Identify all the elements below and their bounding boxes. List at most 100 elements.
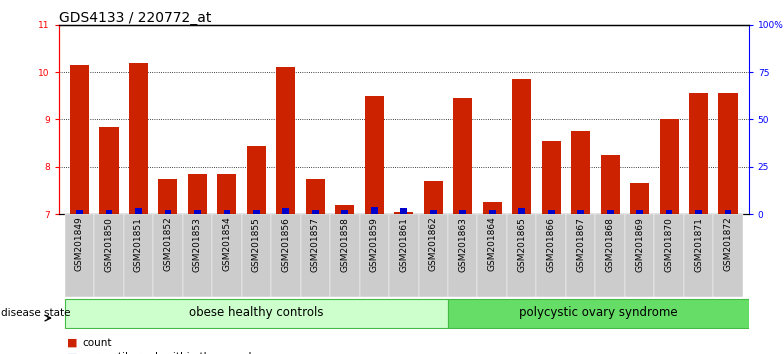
Text: count: count [82,338,112,348]
Bar [477,214,507,297]
Text: GSM201850: GSM201850 [104,217,114,272]
Bar [595,214,625,297]
Text: GSM201849: GSM201849 [75,217,84,272]
Bar [106,210,112,214]
Bar [689,93,708,214]
Bar [655,214,684,297]
Bar [542,141,561,214]
Bar [577,210,584,214]
Text: GSM201872: GSM201872 [724,217,732,272]
Bar [100,127,118,214]
Bar [312,210,318,214]
Bar [165,210,171,214]
Bar [223,210,230,214]
Bar [666,210,673,214]
Bar [453,98,472,214]
Text: obese healthy controls: obese healthy controls [189,306,324,319]
Bar [276,67,296,214]
Text: GSM201858: GSM201858 [340,217,350,272]
Bar [306,179,325,214]
Bar [124,214,153,297]
Bar [518,209,525,214]
Bar [282,209,289,214]
Bar [135,209,142,214]
Bar [194,210,201,214]
Bar [625,214,655,297]
Bar [419,214,448,297]
Bar [548,210,554,214]
Text: GSM201854: GSM201854 [223,217,231,272]
Text: GSM201866: GSM201866 [546,217,556,272]
Bar [637,210,643,214]
Bar [713,214,742,297]
Text: GSM201862: GSM201862 [429,217,437,272]
Text: GSM201859: GSM201859 [370,217,379,272]
Text: polycystic ovary syndrome: polycystic ovary syndrome [519,306,677,319]
Text: GDS4133 / 220772_at: GDS4133 / 220772_at [59,11,211,25]
Bar [342,210,348,214]
Bar [507,214,536,297]
Bar [330,214,360,297]
Text: GSM201857: GSM201857 [310,217,320,272]
Text: GSM201856: GSM201856 [281,217,290,272]
Bar [365,96,384,214]
Bar [630,183,649,214]
Bar [183,214,212,297]
Bar [536,214,566,297]
Bar [212,214,241,297]
Bar [401,209,407,214]
Bar [607,210,614,214]
Bar [217,174,237,214]
Bar [371,207,378,214]
Text: GSM201851: GSM201851 [134,217,143,272]
Bar [129,63,148,214]
Bar [360,214,389,297]
Text: GSM201868: GSM201868 [606,217,615,272]
Text: ■: ■ [67,338,77,348]
Bar [724,210,731,214]
Bar [271,214,300,297]
Bar [459,210,466,214]
Text: GSM201861: GSM201861 [399,217,408,272]
Bar [70,65,89,214]
Text: disease state: disease state [1,308,71,318]
Bar [158,179,177,214]
Bar [188,174,207,214]
Text: GSM201865: GSM201865 [517,217,526,272]
Bar [659,119,679,214]
Bar [423,181,443,214]
Bar [241,214,271,297]
Bar [300,214,330,297]
Bar [718,93,738,214]
Text: GSM201853: GSM201853 [193,217,201,272]
Bar [153,214,183,297]
Bar [448,214,477,297]
Bar [430,210,437,214]
Bar [336,205,354,214]
Bar [489,210,495,214]
Bar [512,79,532,214]
Bar [94,214,124,297]
Bar [566,214,595,297]
Text: ■: ■ [67,352,77,354]
Text: GSM201864: GSM201864 [488,217,497,272]
Bar [65,214,94,297]
Text: GSM201855: GSM201855 [252,217,261,272]
Bar [389,214,419,297]
Text: GSM201871: GSM201871 [694,217,703,272]
Text: percentile rank within the sample: percentile rank within the sample [82,352,258,354]
Bar [448,299,749,328]
Bar [695,210,702,214]
Bar [483,202,502,214]
Text: GSM201867: GSM201867 [576,217,585,272]
Text: GSM201870: GSM201870 [665,217,673,272]
Bar [247,145,266,214]
Bar [65,299,448,328]
Text: GSM201869: GSM201869 [635,217,644,272]
Bar [394,212,413,214]
Bar [684,214,713,297]
Bar [76,210,83,214]
Text: GSM201863: GSM201863 [458,217,467,272]
Bar [253,210,260,214]
Text: GSM201852: GSM201852 [163,217,172,272]
